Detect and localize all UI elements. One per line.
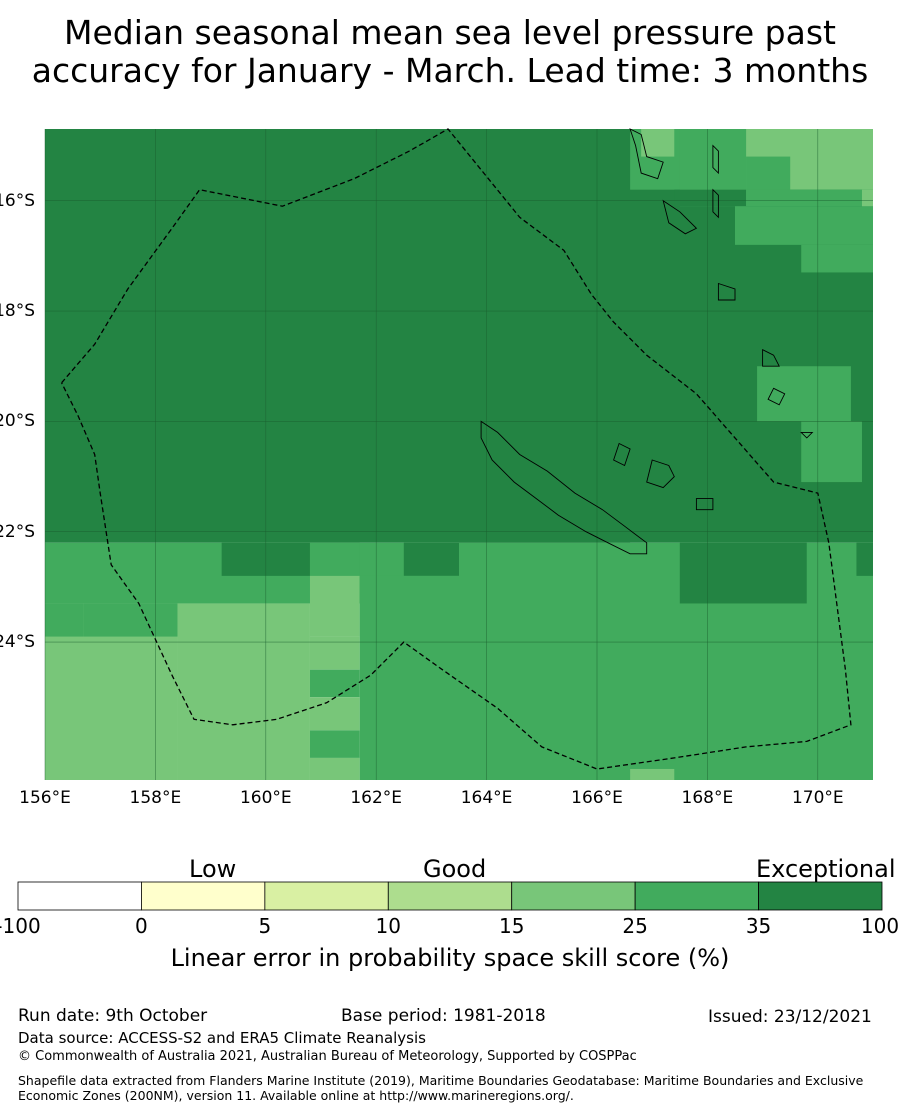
map-title-line2: accuracy for January - March. Lead time:… <box>31 51 869 90</box>
island-maewo <box>712 144 719 175</box>
skill-cell <box>309 636 360 670</box>
skill-cell <box>735 206 873 245</box>
lat-tick-label: 18°S <box>0 301 35 322</box>
skill-cell <box>746 189 873 207</box>
skill-cell <box>679 542 807 604</box>
shapefile-credit: Shapefile data extracted from Flanders M… <box>18 1073 864 1103</box>
colorbar-category-exceptional: Exceptional <box>756 855 896 883</box>
skill-cell <box>45 603 84 637</box>
lon-tick-label: 156°E <box>19 788 71 808</box>
lat-tick-label: 22°S <box>0 521 35 542</box>
skill-cell <box>83 603 178 637</box>
lat-tick-label: 16°S <box>0 190 35 211</box>
colorbar-swatch <box>634 881 759 911</box>
skill-cell <box>856 542 873 576</box>
colorbar-category-good: Good <box>423 855 487 883</box>
colorbar-tick-label: 15 <box>498 914 525 938</box>
island-pentecost <box>712 188 719 219</box>
colorbar-label: Linear error in probability space skill … <box>170 944 730 972</box>
base-period: Base period: 1981-2018 <box>341 1006 546 1026</box>
colorbar-tick-label: 5 <box>258 914 272 938</box>
lon-tick-label: 170°E <box>791 788 844 808</box>
skill-grid <box>45 129 873 780</box>
lon-tick-label: 162°E <box>350 788 403 808</box>
skill-cell <box>359 575 459 780</box>
colorbar-tick-label: 25 <box>622 914 648 938</box>
skill-cell <box>641 129 675 157</box>
skill-cell <box>309 669 360 698</box>
lat-tick-label: 20°S <box>0 411 35 432</box>
issued-date: Issued: 23/12/2021 <box>708 1007 872 1027</box>
data-source: Data source: ACCESS-S2 and ERA5 Climate … <box>18 1029 426 1047</box>
skill-cell <box>309 697 360 731</box>
run-date: Run date: 9th October <box>18 1006 208 1026</box>
graticule <box>44 129 873 780</box>
colorbar-tick-label: 100 <box>860 914 900 938</box>
colorbar-swatch <box>511 881 636 911</box>
island-espiritu-santo <box>629 128 664 180</box>
colorbar-swatch <box>264 881 389 911</box>
skill-cell <box>801 421 862 483</box>
colorbar <box>17 881 883 911</box>
lon-tick-label: 160°E <box>239 788 292 808</box>
skill-cell <box>630 768 675 780</box>
skill-cell <box>674 189 747 207</box>
coastlines <box>480 128 814 555</box>
skill-cell <box>746 156 791 190</box>
colorbar-swatch <box>17 881 142 911</box>
eez-boundary-line <box>61 128 852 770</box>
skill-cell <box>757 366 851 422</box>
skill-cell <box>177 603 310 780</box>
skill-cell <box>309 542 360 576</box>
skill-cell <box>459 542 873 780</box>
skill-cell <box>309 575 360 637</box>
island-efate <box>717 282 736 301</box>
lon-tick-label: 164°E <box>460 788 513 808</box>
skill-cell <box>801 244 873 273</box>
lon-tick-label: 168°E <box>681 788 734 808</box>
copyright-notice: © Commonwealth of Australia 2021, Austra… <box>18 1049 637 1064</box>
lat-tick-label: 24°S <box>0 632 35 653</box>
colorbar-swatch <box>141 881 266 911</box>
island-ouvea <box>613 442 631 467</box>
skill-cell <box>309 730 360 758</box>
colorbar-tick-label: 35 <box>745 914 772 938</box>
colorbar-tick-label: 10 <box>375 914 401 938</box>
island-erromango <box>762 348 780 367</box>
island-aneityum <box>800 431 814 439</box>
island-new-caledonia <box>480 420 648 555</box>
island-malekula <box>662 199 698 235</box>
colorbar-tick-label: -100 <box>0 914 41 938</box>
colorbar-swatch <box>758 881 883 911</box>
map-title: Median seasonal mean sea level pressure … <box>0 14 900 90</box>
skill-cell <box>861 189 873 207</box>
colorbar-category-low: Low <box>189 855 237 883</box>
colorbar-swatch <box>387 881 513 911</box>
colorbar-tick-label: 0 <box>135 914 148 938</box>
lon-tick-label: 158°E <box>129 788 182 808</box>
map-title-line1: Median seasonal mean sea level pressure … <box>64 13 836 52</box>
island-tanna <box>767 387 786 406</box>
lon-tick-label: 166°E <box>571 788 623 808</box>
island-lifou <box>646 459 675 489</box>
skill-cell <box>309 757 360 780</box>
island-mare <box>695 498 714 511</box>
